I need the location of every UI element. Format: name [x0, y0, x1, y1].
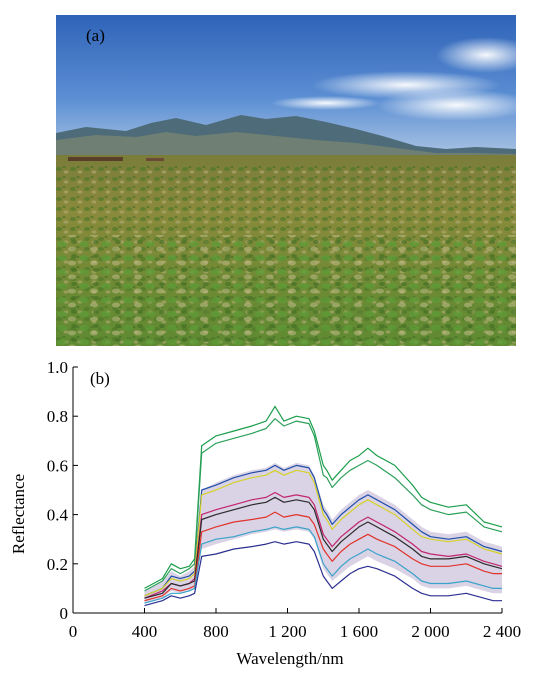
x-tick-label: 2 000	[411, 622, 449, 641]
panel-a-label: (a)	[86, 26, 105, 45]
spectrum-line-7	[144, 511, 502, 602]
y-axis-label: Reflectance	[9, 474, 28, 554]
chart-svg: 0 400 800 1 200 1 600 2 000 2 400 0 0.2 0.4 0.6 0.8…	[9, 358, 521, 668]
spectrum-line-4	[144, 469, 503, 597]
y-tick-label: 1.0	[47, 358, 68, 377]
landscape-image	[56, 15, 516, 346]
x-tick-label: 1 600	[340, 622, 378, 641]
landscape-photo	[56, 15, 516, 346]
spectrum-line-6	[144, 496, 503, 599]
x-tick-label: 2 400	[483, 622, 521, 641]
spectrum-line-2	[144, 418, 503, 592]
spectrum-line-8	[144, 526, 502, 604]
panel-b-label: (b)	[90, 369, 110, 388]
x-tick-label: 800	[203, 622, 229, 641]
x-axis-label: Wavelength/nm	[236, 649, 343, 668]
axes: 0 400 800 1 200 1 600 2 000 2 400 0 0.2 0.4 0.6 0.8…	[47, 358, 521, 641]
x-tick-label: 400	[132, 622, 158, 641]
y-tick-label: 0.4	[47, 506, 69, 525]
y-tick-label: 0.2	[47, 555, 68, 574]
spectrum-line-9	[144, 541, 502, 607]
x-tick-label: 0	[69, 622, 78, 641]
spectra-series	[144, 405, 503, 607]
reflectance-chart: 0 400 800 1 200 1 600 2 000 2 400 0 0.2 0.4 0.6 0.8…	[0, 350, 534, 674]
y-tick-label: 0.8	[47, 407, 68, 426]
x-tick-label: 1 200	[268, 622, 306, 641]
y-tick-label: 0	[60, 604, 69, 623]
y-tick-label: 0.6	[47, 456, 68, 475]
